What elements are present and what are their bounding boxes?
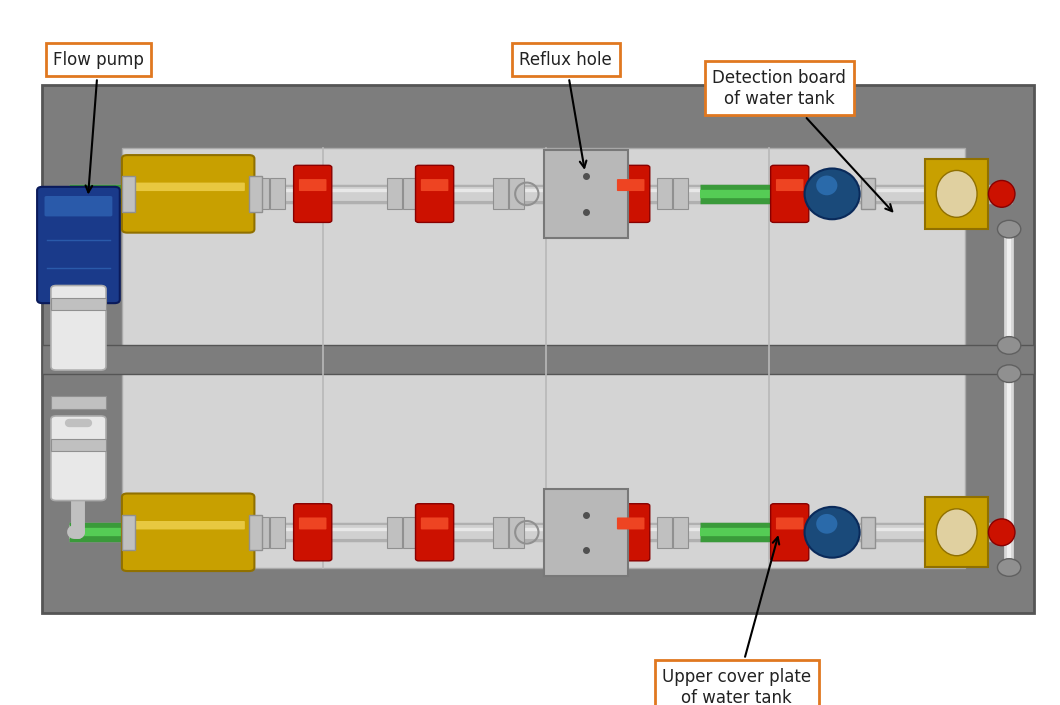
FancyBboxPatch shape <box>509 517 524 548</box>
FancyBboxPatch shape <box>861 517 874 548</box>
FancyBboxPatch shape <box>657 178 672 209</box>
FancyBboxPatch shape <box>122 493 254 571</box>
FancyBboxPatch shape <box>657 517 672 548</box>
FancyBboxPatch shape <box>416 503 454 561</box>
FancyBboxPatch shape <box>493 517 508 548</box>
FancyBboxPatch shape <box>294 165 332 223</box>
FancyBboxPatch shape <box>771 503 809 561</box>
FancyBboxPatch shape <box>45 196 112 216</box>
Ellipse shape <box>997 365 1021 382</box>
FancyBboxPatch shape <box>421 179 448 191</box>
FancyBboxPatch shape <box>42 345 1034 374</box>
Ellipse shape <box>988 180 1014 207</box>
Ellipse shape <box>997 558 1021 577</box>
FancyBboxPatch shape <box>294 503 332 561</box>
FancyBboxPatch shape <box>509 178 524 209</box>
FancyBboxPatch shape <box>421 517 448 529</box>
Ellipse shape <box>997 220 1021 238</box>
Ellipse shape <box>936 171 977 217</box>
FancyBboxPatch shape <box>254 517 269 548</box>
FancyBboxPatch shape <box>673 178 688 209</box>
FancyBboxPatch shape <box>790 178 803 209</box>
FancyBboxPatch shape <box>122 176 135 212</box>
FancyBboxPatch shape <box>51 286 106 370</box>
FancyBboxPatch shape <box>122 148 965 568</box>
Text: Detection board
of water tank: Detection board of water tank <box>712 68 893 212</box>
Text: Flow pump: Flow pump <box>53 51 144 192</box>
FancyBboxPatch shape <box>51 439 106 451</box>
Ellipse shape <box>805 507 860 558</box>
FancyBboxPatch shape <box>790 517 803 548</box>
Ellipse shape <box>997 336 1021 354</box>
FancyBboxPatch shape <box>299 179 326 191</box>
Ellipse shape <box>805 168 860 219</box>
FancyBboxPatch shape <box>925 498 988 567</box>
FancyBboxPatch shape <box>122 155 254 233</box>
FancyBboxPatch shape <box>416 165 454 223</box>
FancyBboxPatch shape <box>617 517 644 529</box>
FancyBboxPatch shape <box>51 298 106 310</box>
FancyBboxPatch shape <box>612 165 650 223</box>
FancyBboxPatch shape <box>544 489 628 576</box>
FancyBboxPatch shape <box>270 178 285 209</box>
FancyBboxPatch shape <box>776 179 803 191</box>
FancyBboxPatch shape <box>673 517 688 548</box>
FancyBboxPatch shape <box>544 150 628 238</box>
FancyBboxPatch shape <box>131 521 245 529</box>
Ellipse shape <box>936 509 977 556</box>
FancyBboxPatch shape <box>617 179 644 191</box>
FancyBboxPatch shape <box>861 178 874 209</box>
FancyBboxPatch shape <box>299 517 326 529</box>
FancyBboxPatch shape <box>771 165 809 223</box>
Text: Reflux hole: Reflux hole <box>519 51 613 168</box>
FancyBboxPatch shape <box>37 187 120 303</box>
FancyBboxPatch shape <box>270 517 285 548</box>
FancyBboxPatch shape <box>493 178 508 209</box>
FancyBboxPatch shape <box>776 517 803 529</box>
FancyBboxPatch shape <box>612 503 650 561</box>
FancyBboxPatch shape <box>42 85 1034 613</box>
FancyBboxPatch shape <box>249 515 262 550</box>
FancyBboxPatch shape <box>925 159 988 228</box>
FancyBboxPatch shape <box>249 176 262 212</box>
FancyBboxPatch shape <box>403 517 418 548</box>
FancyBboxPatch shape <box>387 517 402 548</box>
Ellipse shape <box>988 519 1014 546</box>
FancyBboxPatch shape <box>387 178 402 209</box>
FancyBboxPatch shape <box>131 183 245 191</box>
Ellipse shape <box>816 514 837 534</box>
Text: Upper cover plate
of water tank: Upper cover plate of water tank <box>662 537 811 705</box>
FancyBboxPatch shape <box>254 178 269 209</box>
Ellipse shape <box>816 176 837 195</box>
FancyBboxPatch shape <box>51 416 106 501</box>
FancyBboxPatch shape <box>51 396 106 409</box>
FancyBboxPatch shape <box>122 515 135 550</box>
FancyBboxPatch shape <box>403 178 418 209</box>
